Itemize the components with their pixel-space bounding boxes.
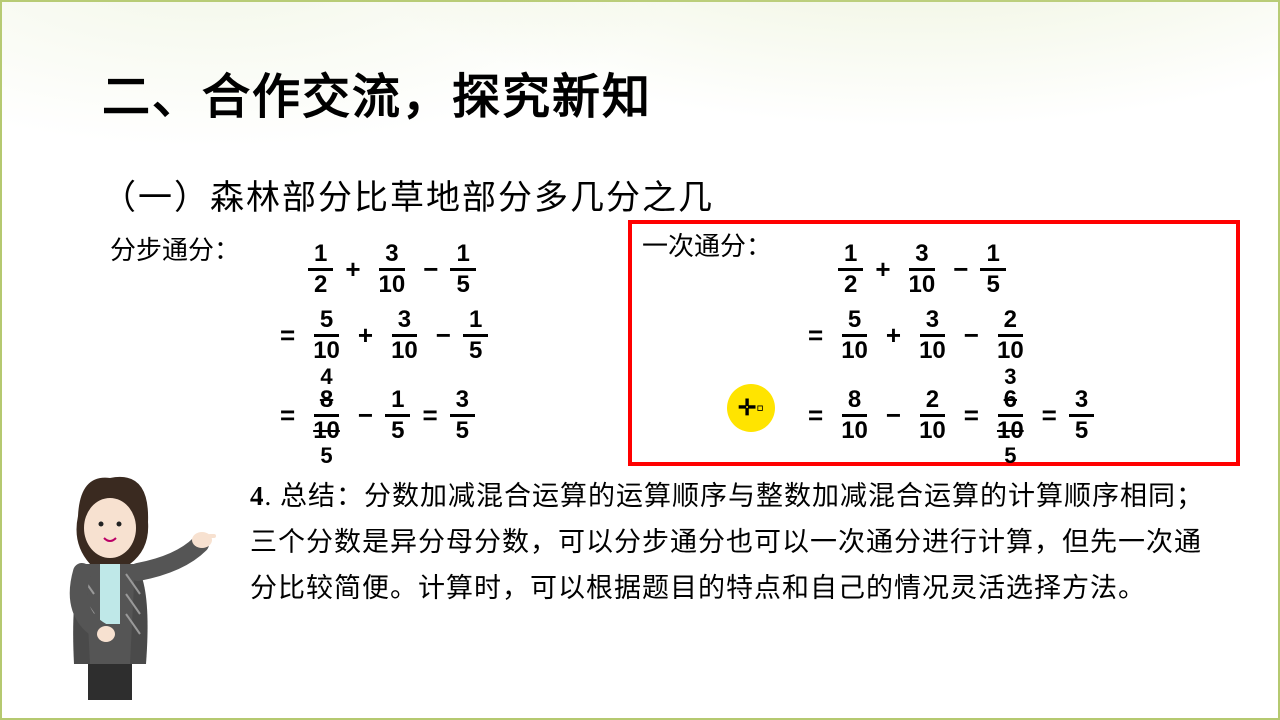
summary-body: 分数加减混合运算的运算顺序与整数加减混合运算的计算顺序相同；三个分数是异分母分数… — [250, 481, 1204, 603]
cursor-highlight-icon: ✛▫ — [727, 384, 775, 432]
left-expr-row3: = 4 8 10 5 − 15 = 35 — [274, 388, 481, 443]
section-heading: 二、合作交流，探究新知 — [102, 57, 652, 127]
right-expr-row3: = 810 − 210 = 3 6 10 5 = 35 — [802, 388, 1100, 443]
left-expr-row2: = 510 + 310 − 15 — [274, 308, 494, 363]
simplify-annotation-top-r: 3 — [991, 366, 1030, 388]
teacher-illustration — [30, 464, 220, 704]
right-expr-row1: 12 + 310 − 15 — [832, 242, 1012, 297]
summary-label: . 总结： — [265, 481, 365, 511]
summary-number: 4 — [250, 481, 265, 511]
simplify-annotation-bottom-r: 5 — [991, 445, 1030, 467]
step-method-label: 分步通分： — [110, 230, 240, 267]
left-expr-row1: 12 + 310 − 15 — [302, 242, 482, 297]
summary-paragraph: 4. 总结：分数加减混合运算的运算顺序与整数加减混合运算的计算顺序相同；三个分数… — [250, 474, 1210, 612]
right-expr-row2: = 510 + 310 − 210 — [802, 308, 1036, 363]
simplify-annotation-top: 4 — [307, 366, 346, 388]
simplify-annotation-bottom: 5 — [307, 445, 346, 467]
subsection-heading: （一）森林部分比草地部分多几分之几 — [102, 170, 714, 219]
